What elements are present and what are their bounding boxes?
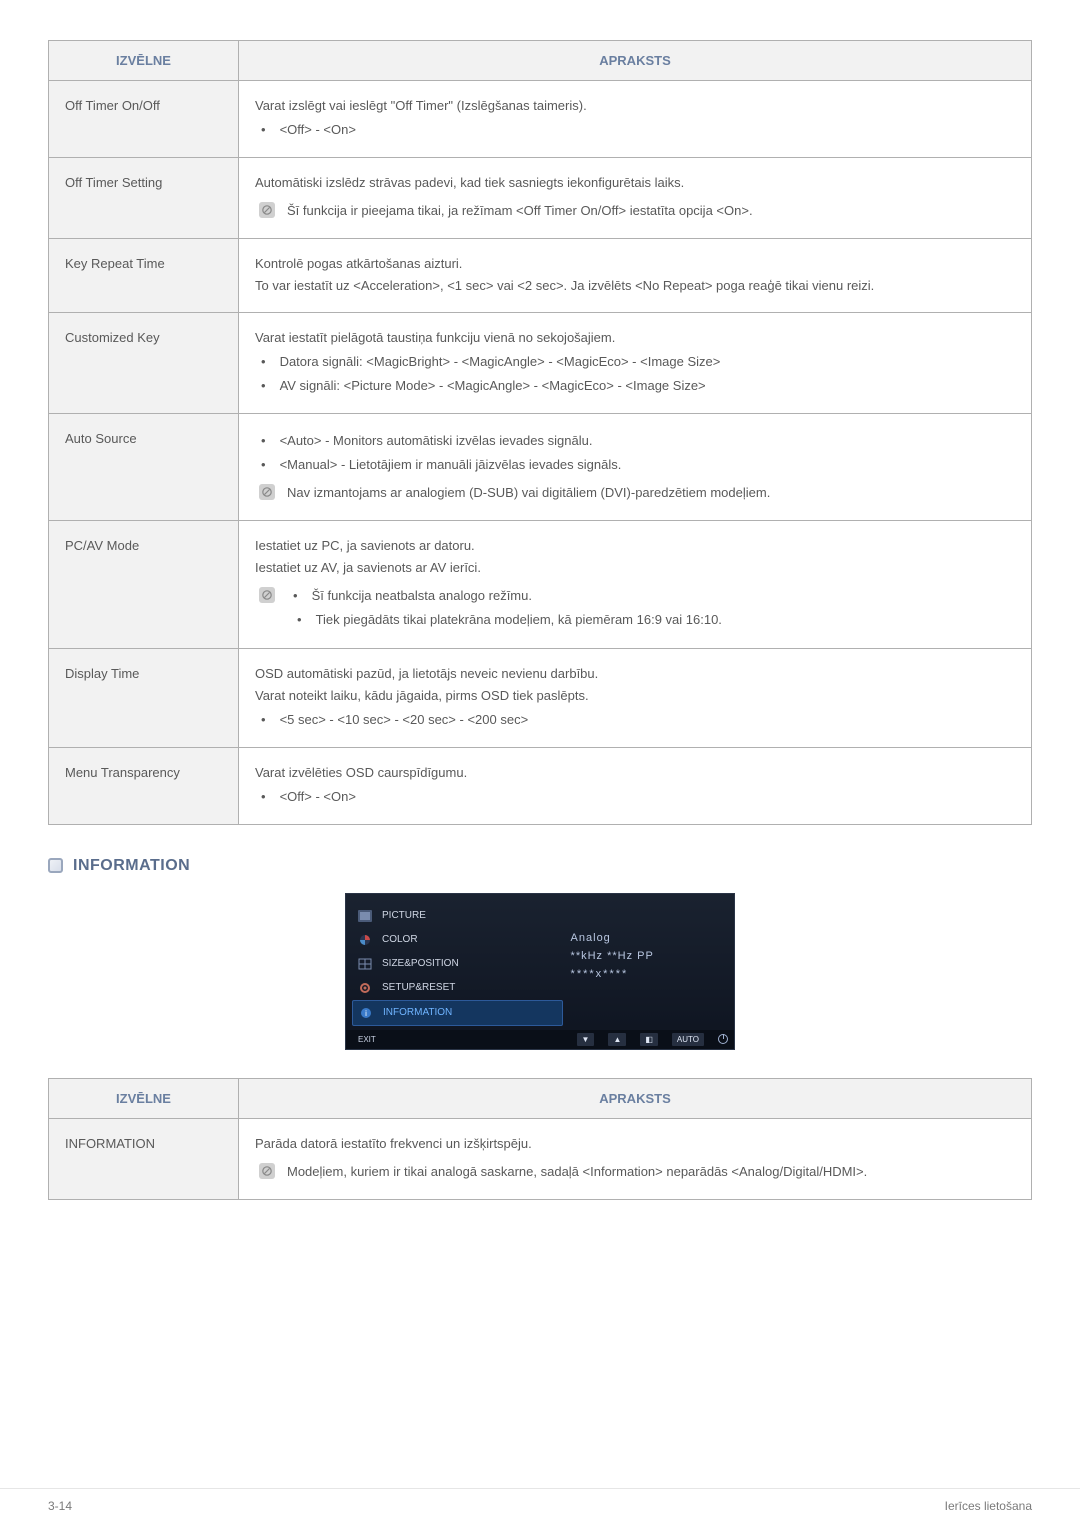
desc-text: Kontrolē pogas atkārtošanas aizturi. [255, 253, 1015, 275]
desc-note: Modeļiem, kuriem ir tikai analogā saskar… [255, 1161, 1015, 1183]
desc-text: Varat izvēlēties OSD caurspīdīgumu. [255, 762, 1015, 784]
gear-icon [356, 981, 374, 995]
osd-info-line3: ****x**** [571, 968, 728, 980]
menu-cell: Menu Transparency [49, 747, 239, 824]
osd-source-icon: ◧ [640, 1033, 658, 1046]
desc-bullet-nested: •Tiek piegādāts tikai platekrāna modeļie… [291, 609, 1015, 631]
desc-cell: OSD automātiski pazūd, ja lietotājs neve… [239, 648, 1032, 747]
desc-text: OSD automātiski pazūd, ja lietotājs neve… [255, 663, 1015, 685]
osd-item-label: SETUP&RESET [382, 982, 455, 993]
section-title: INFORMATION [73, 857, 190, 875]
desc-cell: •<Auto> - Monitors automātiski izvēlas i… [239, 413, 1032, 520]
table-row: Auto Source •<Auto> - Monitors automātisk… [49, 413, 1032, 520]
menu-cell: Key Repeat Time [49, 239, 239, 312]
desc-cell: Varat iestatīt pielāgotā taustiņa funkci… [239, 312, 1032, 413]
picture-icon [356, 909, 374, 923]
menu-cell: Off Timer On/Off [49, 81, 239, 158]
color-icon [356, 933, 374, 947]
desc-bullet: •Datora signāli: <MagicBright> - <MagicA… [255, 351, 1015, 373]
svg-text:i: i [365, 1009, 367, 1018]
section-icon [48, 858, 63, 873]
note-icon [259, 1163, 275, 1179]
desc-text: Iestatiet uz AV, ja savienots ar AV ierī… [255, 557, 1015, 579]
footer-title: Ierīces lietošana [945, 1499, 1032, 1513]
desc-bullet: •<Manual> - Lietotājiem ir manuāli jāizv… [255, 454, 1015, 476]
settings-table-2: IZVĒLNE APRAKSTS INFORMATION Parāda dator… [48, 1078, 1032, 1200]
desc-note: •Šī funkcija neatbalsta analogo režīmu. [255, 585, 1015, 607]
col-header-menu-2: IZVĒLNE [49, 1078, 239, 1118]
desc-cell: Iestatiet uz PC, ja savienots ar datoru.… [239, 521, 1032, 648]
menu-cell: Auto Source [49, 413, 239, 520]
page-number: 3-14 [48, 1499, 72, 1513]
osd-item-label: INFORMATION [383, 1007, 452, 1018]
osd-menu-list: PICTURE COLOR SIZE&POSITION SETUP&RESET i INF… [352, 904, 563, 1026]
menu-cell: Customized Key [49, 312, 239, 413]
table-row: Display Time OSD automātiski pazūd, ja li… [49, 648, 1032, 747]
desc-text: Iestatiet uz PC, ja savienots ar datoru. [255, 535, 1015, 557]
desc-text: Automātiski izslēdz strāvas padevi, kad … [255, 172, 1015, 194]
osd-menu-item: SETUP&RESET [352, 976, 563, 1000]
osd-info-panel: Analog **kHz **Hz PP ****x**** [563, 904, 728, 1026]
osd-up-icon: ▲ [608, 1033, 626, 1046]
osd-container: PICTURE COLOR SIZE&POSITION SETUP&RESET i INF… [48, 893, 1032, 1050]
table-row: Off Timer On/Off Varat izslēgt vai ieslēg… [49, 81, 1032, 158]
desc-text: Varat noteikt laiku, kādu jāgaida, pirms… [255, 685, 1015, 707]
col-header-menu: IZVĒLNE [49, 41, 239, 81]
osd-exit-label: EXIT [358, 1035, 376, 1044]
desc-note: Nav izmantojams ar analogiem (D-SUB) vai… [255, 482, 1015, 504]
desc-bullet: •<Off> - <On> [255, 119, 1015, 141]
table-row: PC/AV ModeIestatiet uz PC, ja savienots … [49, 521, 1032, 648]
osd-button-bar: EXIT ▼ ▲ ◧ AUTO [346, 1030, 734, 1049]
osd-down-icon: ▼ [577, 1033, 595, 1046]
osd-panel: PICTURE COLOR SIZE&POSITION SETUP&RESET i INF… [345, 893, 735, 1050]
desc-cell: Varat izslēgt vai ieslēgt "Off Timer" (I… [239, 81, 1032, 158]
table-row: Customized Key Varat iestatīt pielāgotā t… [49, 312, 1032, 413]
desc-bullet: •AV signāli: <Picture Mode> - <MagicAngl… [255, 375, 1015, 397]
osd-menu-item: i INFORMATION [352, 1000, 563, 1026]
info-icon: i [357, 1006, 375, 1020]
desc-bullet: •<5 sec> - <10 sec> - <20 sec> - <200 se… [255, 709, 1015, 731]
note-icon [259, 202, 275, 218]
osd-auto-label: AUTO [672, 1033, 704, 1046]
desc-text: Varat iestatīt pielāgotā taustiņa funkci… [255, 327, 1015, 349]
desc-cell: Kontrolē pogas atkārtošanas aizturi.To v… [239, 239, 1032, 312]
size-icon [356, 957, 374, 971]
osd-menu-item: COLOR [352, 928, 563, 952]
osd-info-line1: Analog [571, 932, 728, 944]
menu-cell: Display Time [49, 648, 239, 747]
desc-bullet: •<Off> - <On> [255, 786, 1015, 808]
osd-info-line2: **kHz **Hz PP [571, 950, 728, 962]
table-row: Off Timer Setting Automātiski izslēdz str… [49, 158, 1032, 239]
desc-text: Varat izslēgt vai ieslēgt "Off Timer" (I… [255, 95, 1015, 117]
settings-table-1: IZVĒLNE APRAKSTS Off Timer On/Off Varat i… [48, 40, 1032, 825]
desc-note: Šī funkcija ir pieejama tikai, ja režīma… [255, 200, 1015, 222]
desc-text: Parāda datorā iestatīto frekvenci un izš… [255, 1133, 1015, 1155]
desc-cell: Parāda datorā iestatīto frekvenci un izš… [239, 1118, 1032, 1199]
menu-cell: INFORMATION [49, 1118, 239, 1199]
table-row: Menu TransparencyVarat izvēlēties OSD ca… [49, 747, 1032, 824]
osd-item-label: PICTURE [382, 910, 426, 921]
osd-item-label: COLOR [382, 934, 418, 945]
section-heading: INFORMATION [48, 857, 1032, 875]
note-icon [259, 484, 275, 500]
note-icon [259, 587, 275, 603]
osd-menu-item: PICTURE [352, 904, 563, 928]
desc-cell: Automātiski izslēdz strāvas padevi, kad … [239, 158, 1032, 239]
desc-cell: Varat izvēlēties OSD caurspīdīgumu.•<Off… [239, 747, 1032, 824]
desc-bullet: •<Auto> - Monitors automātiski izvēlas i… [255, 430, 1015, 452]
osd-power-icon [718, 1034, 728, 1044]
menu-cell: PC/AV Mode [49, 521, 239, 648]
page-footer: 3-14 Ierīces lietošana [0, 1488, 1080, 1527]
desc-text: To var iestatīt uz <Acceleration>, <1 se… [255, 275, 1015, 297]
osd-menu-item: SIZE&POSITION [352, 952, 563, 976]
col-header-desc: APRAKSTS [239, 41, 1032, 81]
col-header-desc-2: APRAKSTS [239, 1078, 1032, 1118]
table-row: INFORMATION Parāda datorā iestatīto frekv… [49, 1118, 1032, 1199]
menu-cell: Off Timer Setting [49, 158, 239, 239]
osd-item-label: SIZE&POSITION [382, 958, 459, 969]
table-row: Key Repeat TimeKontrolē pogas atkārtošan… [49, 239, 1032, 312]
